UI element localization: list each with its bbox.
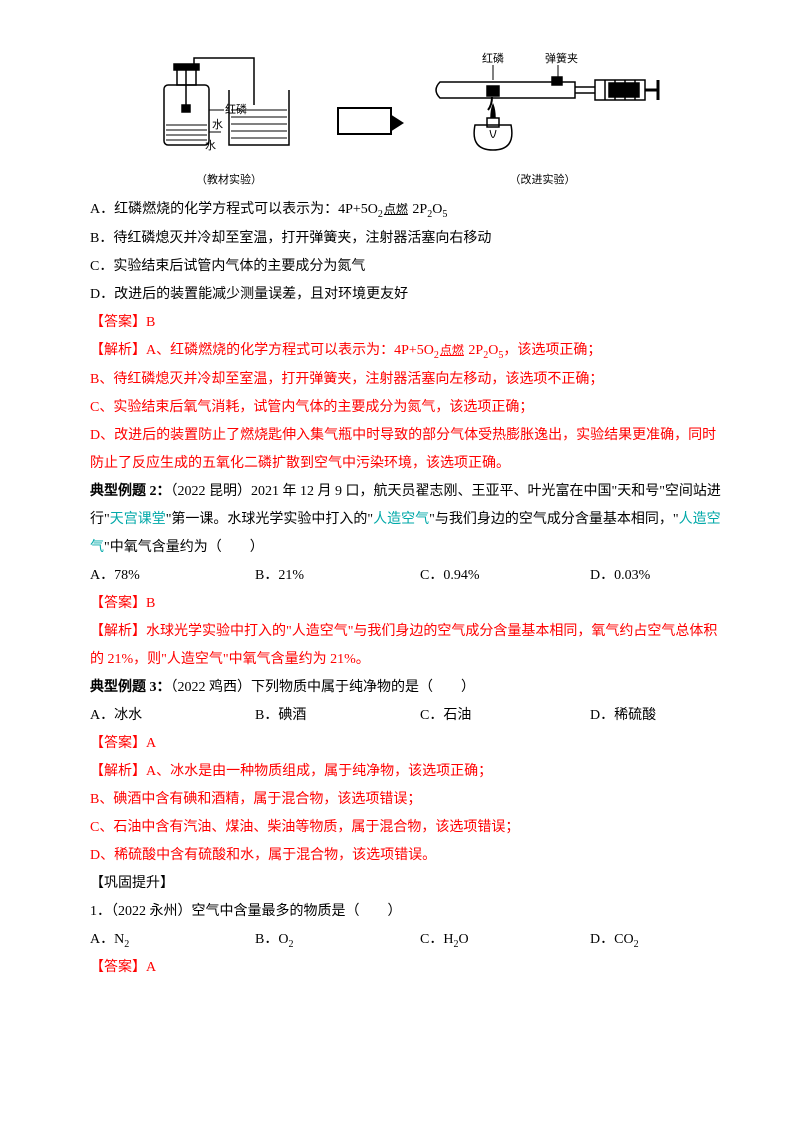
q3-explain-b: B、碘酒中含有碘和酒精，属于混合物，该选项错误；: [90, 786, 724, 814]
q3-stem: 典型例题 3：（2022 鸡西）下列物质中属于纯净物的是（ ）: [90, 674, 724, 702]
q3-opt-a: A．冰水: [90, 702, 255, 730]
experiment-diagram: 红磷 水 水 （教材实验） 红磷 弹簧夹: [90, 50, 724, 191]
q2-explain: 【解析】水球光学实验中打入的"人造空气"与我们身边的空气成分含量基本相同，氧气约…: [90, 618, 724, 674]
q1-option-b: B．待红磷熄灭并冷却至室温，打开弹簧夹，注射器活塞向右移动: [90, 225, 724, 253]
q1-option-a: A．红磷燃烧的化学方程式可以表示为：4P+5O2点燃 2P2O5: [90, 196, 724, 225]
label-water: 水: [205, 139, 216, 152]
q2-options: A．78% B．21% C．0.94% D．0.03%: [90, 562, 724, 590]
caption-improved: （改进实验）: [510, 169, 576, 191]
label-red-p: 红磷: [225, 103, 247, 116]
practice-q1-answer: 【答案】A: [90, 954, 724, 982]
q2-answer: 【答案】B: [90, 590, 724, 618]
q3-opt-b: B．碘酒: [255, 702, 420, 730]
q3-answer: 【答案】A: [90, 730, 724, 758]
q3-explain-c: C、石油中含有汽油、煤油、柴油等物质，属于混合物，该选项错误；: [90, 814, 724, 842]
caption-textbook: （教材实验）: [196, 169, 262, 191]
q2-stem: 典型例题 2：（2022 昆明）2021 年 12 月 9 口，航天员翟志刚、王…: [90, 478, 724, 562]
textbook-apparatus-svg: 红磷 水 水: [149, 50, 309, 165]
p1-opt-c: C．H2O: [420, 926, 590, 955]
label-red-p-2: 红磷: [482, 52, 504, 65]
q3-explain-a: 【解析】A、冰水是由一种物质组成，属于纯净物，该选项正确；: [90, 758, 724, 786]
q1-option-d: D．改进后的装置能减少测量误差，且对环境更友好: [90, 281, 724, 309]
p1-opt-b: B．O2: [255, 926, 420, 955]
q3-opt-c: C．石油: [420, 702, 590, 730]
q2-opt-d: D．0.03%: [590, 562, 724, 590]
practice-q1-stem: 1．（2022 永州）空气中含量最多的物质是（ ）: [90, 898, 724, 926]
q2-opt-b: B．21%: [255, 562, 420, 590]
practice-header: 【巩固提升】: [90, 870, 724, 898]
q3-explain-d: D、稀硫酸中含有硫酸和水，属于混合物，该选项错误。: [90, 842, 724, 870]
q1-answer: 【答案】B: [90, 309, 724, 337]
improved-apparatus-svg: 红磷 弹簧夹: [420, 50, 665, 165]
p1-opt-a: A．N2: [90, 926, 255, 955]
label-water-2: 水: [212, 118, 223, 131]
label-clip: 弹簧夹: [545, 51, 578, 65]
q3-options: A．冰水 B．碘酒 C．石油 D．稀硫酸: [90, 702, 724, 730]
q1-explain-b: B、待红磷熄灭并冷却至室温，打开弹簧夹，注射器活塞向左移动，该选项不正确；: [90, 366, 724, 394]
q1-explain-c: C、实验结束后氧气消耗，试管内气体的主要成分为氮气，该选项正确；: [90, 394, 724, 422]
improved-apparatus: 红磷 弹簧夹: [420, 50, 665, 191]
arrow-icon: [337, 107, 392, 135]
q2-opt-c: C．0.94%: [420, 562, 590, 590]
q1-explain-a: 【解析】A、红磷燃烧的化学方程式可以表示为：4P+5O2点燃 2P2O5，该选项…: [90, 337, 724, 366]
textbook-apparatus: 红磷 水 水 （教材实验）: [149, 50, 309, 191]
q3-opt-d: D．稀硫酸: [590, 702, 724, 730]
practice-q1-options: A．N2 B．O2 C．H2O D．CO2: [90, 926, 724, 955]
p1-opt-d: D．CO2: [590, 926, 724, 955]
q1-explain-d: D、改进后的装置防止了燃烧匙伸入集气瓶中时导致的部分气体受热膨胀逸出，实验结果更…: [90, 422, 724, 478]
q2-opt-a: A．78%: [90, 562, 255, 590]
q1-option-c: C．实验结束后试管内气体的主要成分为氮气: [90, 253, 724, 281]
